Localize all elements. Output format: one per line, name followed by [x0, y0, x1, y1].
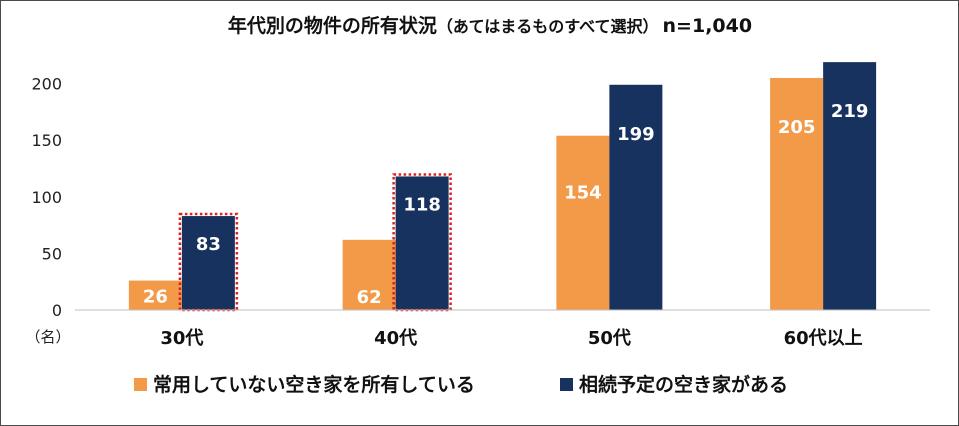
legend: 常用していない空き家を所有している 相続予定の空き家がある — [134, 373, 788, 396]
bar-owned — [342, 239, 396, 310]
unit-label: （名） — [25, 328, 70, 346]
bar-owned — [770, 77, 824, 311]
y-tick-label: 100 — [31, 188, 62, 207]
chart-title: 年代別の物件の所有状況（あてはまるものすべて選択） n=1,040 — [228, 14, 752, 37]
data-label: 62 — [357, 287, 382, 308]
x-tick-label: 60代以上 — [784, 328, 863, 349]
y-tick-label: 0 — [52, 301, 62, 320]
y-axis: 0 50 100 150 200 — [31, 75, 62, 320]
category-labels-group: 30代 40代 50代 60代以上 — [160, 328, 862, 349]
x-tick-label: 50代 — [588, 328, 631, 349]
legend-swatch — [560, 378, 573, 391]
data-labels-group: 26 83 62 118 154 199 205 219 — [143, 101, 869, 308]
bar-inherit — [609, 84, 663, 310]
data-label: 205 — [778, 117, 816, 138]
data-label: 118 — [403, 194, 441, 215]
x-tick-label: 40代 — [374, 328, 417, 349]
data-label: 26 — [143, 286, 168, 307]
legend-label: 常用していない空き家を所有している — [153, 373, 475, 396]
bar-owned — [556, 135, 610, 310]
data-label: 154 — [564, 183, 602, 204]
bar-inherit — [181, 216, 235, 310]
bar-owned — [128, 280, 182, 310]
data-label: 199 — [617, 124, 655, 145]
bars-group — [128, 62, 877, 312]
y-tick-label: 200 — [31, 75, 62, 94]
data-label: 83 — [196, 234, 221, 255]
legend-label: 相続予定の空き家がある — [579, 373, 788, 396]
bar-inherit — [395, 176, 449, 310]
x-tick-label: 30代 — [160, 328, 203, 349]
data-label: 219 — [831, 101, 869, 122]
y-tick-label: 50 — [42, 244, 62, 263]
legend-item: 常用していない空き家を所有している — [134, 373, 475, 396]
y-tick-label: 150 — [31, 131, 62, 150]
bar-inherit — [823, 62, 877, 310]
legend-swatch — [134, 378, 147, 391]
legend-item: 相続予定の空き家がある — [560, 373, 788, 396]
